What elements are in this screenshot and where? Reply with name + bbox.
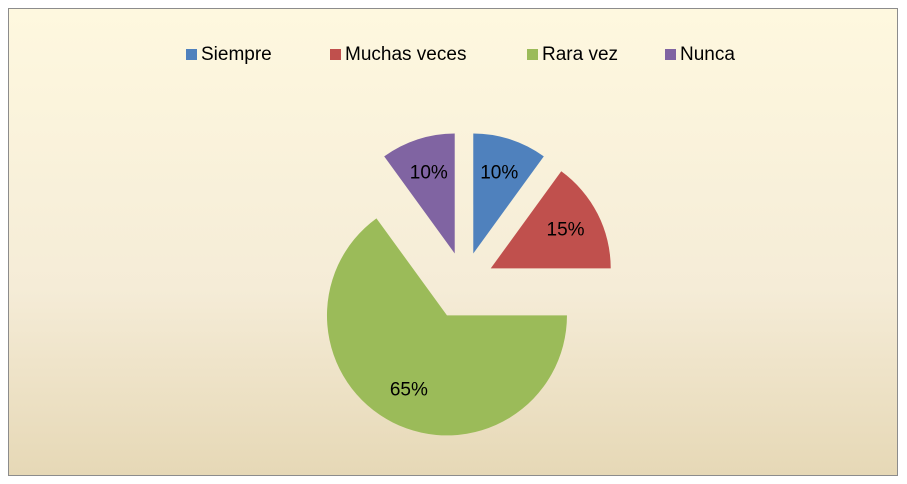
legend-swatch bbox=[527, 49, 538, 60]
data-label: 65% bbox=[390, 379, 428, 400]
legend-label: Siempre bbox=[201, 44, 272, 65]
pie-slice bbox=[326, 218, 567, 436]
pie-slice bbox=[384, 133, 455, 254]
legend-swatch bbox=[186, 49, 197, 60]
legend-label: Nunca bbox=[680, 44, 735, 65]
data-label: 10% bbox=[480, 163, 518, 184]
legend-swatch bbox=[330, 49, 341, 60]
data-label: 10% bbox=[410, 163, 448, 184]
data-label: 15% bbox=[547, 219, 585, 240]
legend-label: Muchas veces bbox=[345, 44, 466, 65]
pie-slice bbox=[473, 133, 544, 254]
legend-swatch bbox=[665, 49, 676, 60]
legend-label: Rara vez bbox=[542, 44, 618, 65]
pie-slice bbox=[490, 171, 611, 269]
